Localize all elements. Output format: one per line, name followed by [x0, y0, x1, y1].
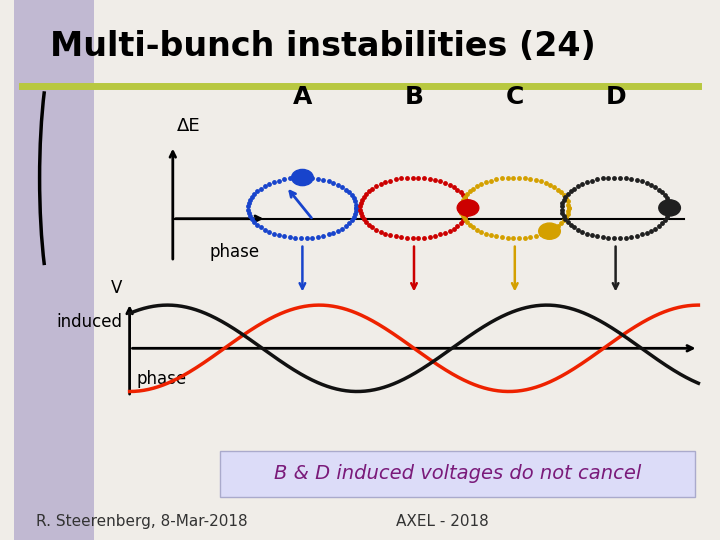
Text: ΔE: ΔE	[176, 117, 200, 135]
FancyBboxPatch shape	[14, 0, 94, 540]
Text: phase: phase	[209, 243, 259, 261]
Text: B: B	[405, 85, 423, 109]
Text: D: D	[606, 85, 626, 109]
Text: induced: induced	[56, 313, 122, 331]
Circle shape	[659, 200, 680, 216]
Circle shape	[292, 170, 313, 186]
Text: phase: phase	[137, 370, 187, 388]
Text: C: C	[505, 85, 524, 109]
Text: Multi-bunch instabilities (24): Multi-bunch instabilities (24)	[50, 30, 596, 63]
Text: R. Steerenberg, 8-Mar-2018: R. Steerenberg, 8-Mar-2018	[36, 514, 248, 529]
Circle shape	[457, 200, 479, 216]
Text: V: V	[111, 279, 122, 297]
Text: A: A	[293, 85, 312, 109]
Circle shape	[539, 223, 560, 239]
FancyBboxPatch shape	[220, 451, 695, 497]
Text: B & D induced voltages do not cancel: B & D induced voltages do not cancel	[274, 464, 641, 483]
Text: AXEL - 2018: AXEL - 2018	[396, 514, 489, 529]
